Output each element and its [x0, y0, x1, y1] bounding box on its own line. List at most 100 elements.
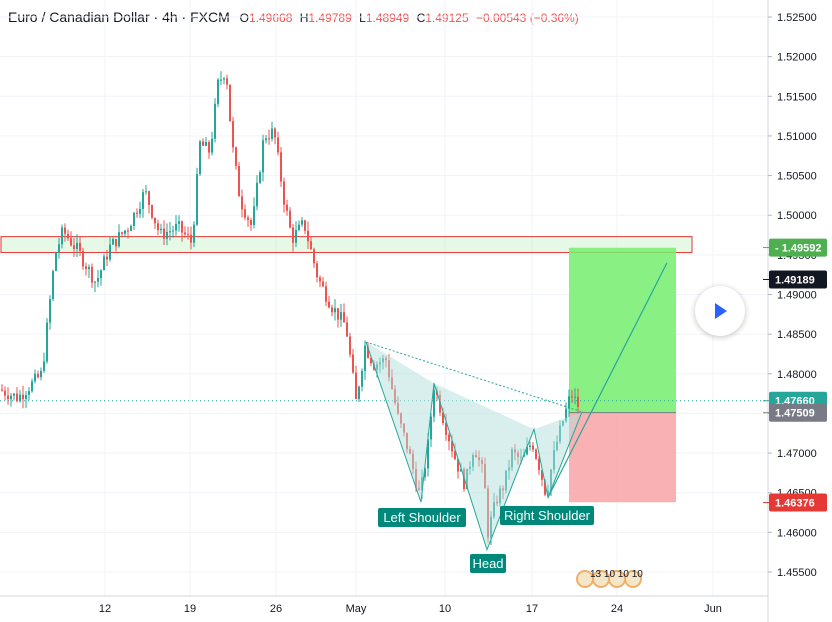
candle-body [49, 299, 51, 323]
candle-body [172, 230, 174, 232]
high-label: H [299, 11, 309, 25]
left-shoulder-fill [366, 342, 434, 503]
candle-body [22, 394, 24, 400]
candle-body [250, 220, 252, 225]
candle-body [253, 206, 255, 225]
candle-body [535, 449, 537, 459]
candle-body [574, 396, 576, 398]
open-value: 1.49668 [249, 11, 293, 25]
candle-body [166, 231, 168, 239]
candle-body [370, 357, 372, 364]
right-shoulder-fill [534, 411, 582, 498]
candle-body [217, 79, 219, 104]
candle-body [121, 232, 123, 234]
pattern-label-text: Right Shoulder [504, 508, 591, 523]
candle-body [1, 389, 3, 391]
candle-body [364, 345, 366, 371]
candle-body [139, 208, 141, 214]
candle-body [10, 395, 12, 400]
candle-body [367, 345, 369, 358]
candle-body [157, 223, 159, 231]
x-tick-label: 26 [270, 603, 282, 615]
candle-body [97, 278, 99, 282]
candle-body [262, 140, 264, 173]
candle-body [337, 308, 339, 320]
candle-body [565, 408, 567, 422]
candle-body [427, 439, 429, 469]
candle-body [223, 78, 225, 80]
candle-body [145, 191, 147, 193]
x-tick-label: 17 [526, 603, 538, 615]
candle-body [316, 263, 318, 278]
candle-body [529, 445, 531, 447]
candle-body [76, 242, 78, 249]
candle-body [454, 451, 456, 460]
candle-body [424, 468, 426, 478]
grid-lines [0, 0, 768, 596]
candle-body [334, 308, 336, 313]
candle-body [199, 141, 201, 175]
candle-body [34, 373, 36, 382]
pattern-label: Right Shoulder [500, 506, 594, 525]
candle-body [544, 479, 546, 495]
candle-body [67, 233, 69, 239]
candle-body [304, 220, 306, 231]
candle-body [52, 270, 54, 300]
low-value: 1.48949 [365, 11, 410, 25]
price-label-text: - 1.49592 [775, 243, 821, 255]
candle-body [526, 446, 528, 455]
candle-body [142, 192, 144, 209]
candle-body [346, 322, 348, 337]
candle-body [277, 137, 279, 153]
candle-body [85, 266, 87, 270]
candle-body [283, 181, 285, 205]
price-label: - 1.49592 [763, 238, 827, 257]
y-tick-label: 1.48000 [777, 369, 817, 381]
price-label-bg [769, 238, 827, 257]
candle-body [28, 391, 30, 396]
price-label: 1.47509 [763, 403, 827, 422]
play-button[interactable] [695, 286, 745, 336]
pattern-label-text: Head [472, 556, 503, 571]
high-value: 1.49789 [308, 11, 352, 25]
candle-body [100, 270, 102, 279]
position-zones [0, 236, 768, 503]
close-value: 1.49125 [425, 11, 469, 25]
candle-body [442, 412, 444, 424]
candle-body [220, 79, 222, 81]
candle-body [160, 228, 162, 231]
candle-body [541, 470, 543, 480]
candle-body [208, 142, 210, 153]
candle-body [82, 250, 84, 267]
candle-body [226, 78, 228, 85]
event-badge-icon[interactable] [624, 570, 642, 588]
candle-body [244, 209, 246, 218]
head-fill [434, 383, 534, 550]
candle-body [55, 252, 57, 271]
candle-body [358, 386, 360, 399]
candle-body [247, 217, 249, 221]
pattern-label: Head [470, 554, 506, 573]
candle-body [310, 241, 312, 250]
candle-body [127, 230, 129, 232]
candle-body [328, 301, 330, 308]
candle-body [301, 220, 303, 225]
candle-body [163, 228, 165, 239]
candle-body [538, 458, 540, 471]
candle-body [184, 232, 186, 235]
x-tick-label: Jun [704, 603, 722, 615]
low-label: L [359, 11, 366, 25]
candle-body [292, 227, 294, 243]
candle-body [31, 381, 33, 392]
event-badges-label: 13 10 10 10 [590, 569, 643, 580]
candle-body [361, 370, 363, 387]
candle-body [154, 217, 156, 224]
x-tick-label: 19 [184, 603, 196, 615]
candle-body [355, 372, 357, 399]
resistance-zone [0, 236, 693, 253]
event-badges[interactable]: 13 10 10 10 [576, 569, 643, 588]
candle-body [40, 370, 42, 378]
candle-body [343, 312, 345, 323]
